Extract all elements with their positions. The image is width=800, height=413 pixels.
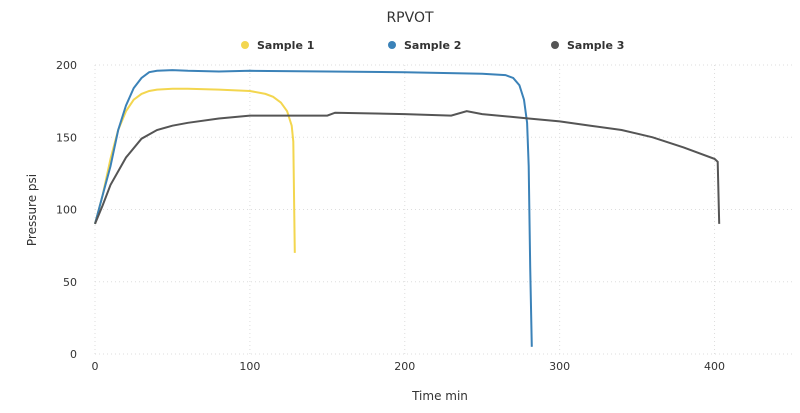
x-tick-label: 100 bbox=[239, 360, 260, 373]
y-tick-label: 0 bbox=[70, 348, 77, 361]
legend-marker bbox=[388, 41, 396, 49]
line-series bbox=[94, 87, 296, 253]
x-tick-label: 0 bbox=[92, 360, 99, 373]
legend-label: Sample 2 bbox=[404, 39, 461, 52]
x-tick-label: 300 bbox=[549, 360, 570, 373]
y-tick-label: 100 bbox=[56, 204, 77, 217]
legend-label: Sample 1 bbox=[257, 39, 314, 52]
y-axis-label: Pressure psi bbox=[25, 174, 39, 246]
line-series bbox=[94, 110, 721, 225]
legend-marker bbox=[551, 41, 559, 49]
x-tick-label: 200 bbox=[394, 360, 415, 373]
y-tick-label: 50 bbox=[63, 276, 77, 289]
legend-marker bbox=[241, 41, 249, 49]
legend-label: Sample 3 bbox=[567, 39, 624, 52]
line-series bbox=[94, 69, 533, 347]
chart-title: RPVOT bbox=[386, 10, 434, 26]
y-tick-label: 150 bbox=[56, 131, 77, 144]
x-axis-label: Time min bbox=[411, 389, 468, 403]
x-tick-label: 400 bbox=[704, 360, 725, 373]
y-tick-label: 200 bbox=[56, 59, 77, 72]
